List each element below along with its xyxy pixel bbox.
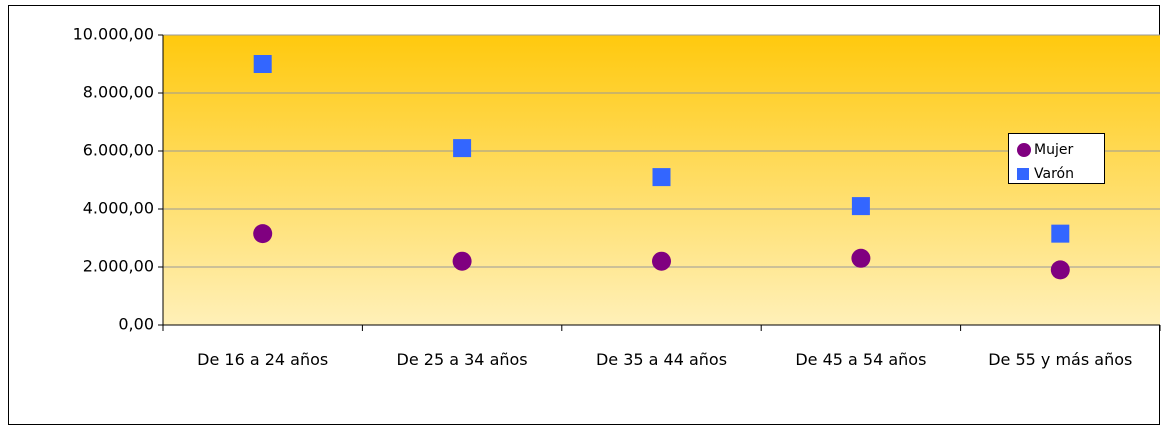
y-tick-label: 10.000,00 bbox=[73, 25, 154, 44]
marker bbox=[652, 168, 671, 187]
y-tick-label: 6.000,00 bbox=[83, 141, 154, 160]
y-tick-label: 8.000,00 bbox=[83, 83, 154, 102]
marker bbox=[652, 251, 671, 271]
x-tick-label: De 55 y más años bbox=[988, 350, 1133, 369]
legend-label: Mujer bbox=[1034, 142, 1073, 158]
marker bbox=[1050, 260, 1070, 280]
marker bbox=[851, 197, 870, 216]
marker bbox=[253, 224, 273, 244]
y-tick-label: 0,00 bbox=[118, 315, 154, 334]
x-tick-label: De 45 a 54 años bbox=[795, 350, 927, 369]
legend-marker bbox=[1017, 168, 1029, 180]
x-tick-label: De 16 a 24 años bbox=[197, 350, 329, 369]
x-tick-label: De 35 a 44 años bbox=[595, 350, 728, 369]
y-tick-label: 4.000,00 bbox=[83, 199, 154, 218]
marker bbox=[453, 139, 472, 158]
y-tick-label: 2.000,00 bbox=[83, 257, 154, 276]
legend-label: Varón bbox=[1034, 166, 1074, 182]
marker bbox=[253, 55, 272, 73]
marker bbox=[1051, 224, 1070, 243]
x-tick-label: De 25 a 34 años bbox=[396, 350, 528, 369]
legend-marker bbox=[1017, 143, 1031, 157]
marker bbox=[851, 248, 871, 268]
marker bbox=[452, 251, 472, 271]
